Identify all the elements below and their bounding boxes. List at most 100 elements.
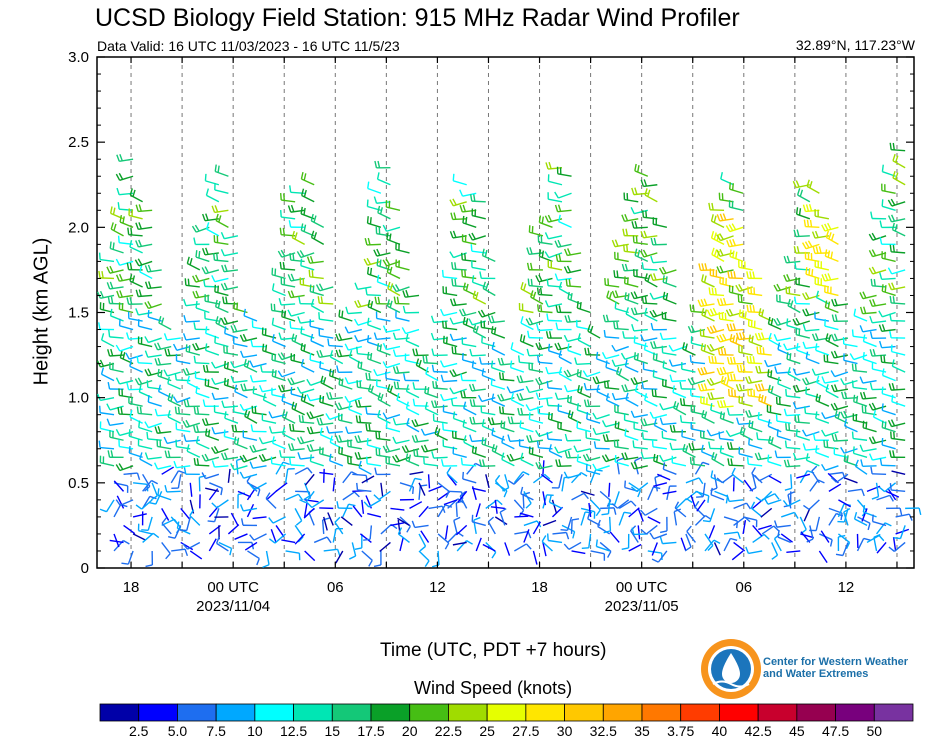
wind-barb (281, 539, 296, 544)
wind-barb (551, 506, 564, 518)
wind-barb (270, 303, 286, 314)
wind-barb (731, 550, 744, 561)
wind-barb (201, 472, 220, 480)
wind-barb (704, 539, 721, 552)
wind-barb (662, 462, 677, 475)
wind-barb (729, 249, 744, 263)
wind-barb (780, 533, 793, 543)
wind-barb (344, 377, 362, 385)
wind-barb (329, 435, 344, 450)
wind-barb (405, 401, 420, 416)
wind-barb (272, 436, 286, 450)
wind-barb (557, 421, 572, 433)
wind-barb (463, 401, 477, 416)
wind-barb (642, 210, 658, 220)
wind-barb (507, 473, 525, 485)
wind-barb (726, 408, 744, 416)
wind-barb (262, 343, 277, 356)
wind-barb (727, 270, 744, 280)
wind-barb (727, 388, 744, 399)
wind-barb (210, 361, 229, 369)
wind-barb (833, 447, 849, 458)
wind-barb (518, 302, 534, 314)
wind-barb (444, 525, 449, 540)
wind-barb (802, 323, 820, 332)
wind-barb (659, 454, 677, 462)
wind-barb (237, 490, 252, 498)
wind-barb (300, 258, 315, 271)
wind-barb (183, 314, 200, 323)
wind-barb (291, 401, 305, 416)
wind-barb (633, 352, 649, 365)
wind-barb (625, 392, 639, 407)
wind-barb (554, 191, 572, 199)
wind-barb (144, 368, 162, 377)
colorbar-label: 10 (247, 723, 263, 739)
wind-barb (570, 518, 580, 534)
wind-barb (144, 350, 162, 358)
wind-barb (431, 348, 448, 357)
wind-barb (547, 192, 563, 203)
wind-barb (819, 533, 833, 547)
x-tick-label: 18 (531, 579, 548, 596)
wind-barb (821, 273, 839, 282)
wind-barb (552, 531, 570, 540)
wind-barb (261, 413, 277, 424)
wind-barb (115, 377, 134, 385)
wind-barb (871, 482, 880, 500)
wind-barb (640, 451, 658, 460)
wind-barb (621, 263, 639, 272)
wind-barb (752, 533, 770, 544)
wind-barb (595, 539, 610, 552)
wind-barb (482, 543, 496, 552)
wind-barb (548, 444, 563, 458)
wind-barb (323, 548, 341, 557)
wind-barb (393, 296, 410, 305)
wind-barb (701, 308, 715, 322)
wind-barb (215, 316, 229, 331)
wind-barb (747, 319, 763, 331)
wind-barb (223, 360, 239, 373)
wind-barb (700, 343, 715, 356)
wind-barb (637, 508, 644, 522)
wind-barb (161, 466, 175, 475)
wind-barb (127, 311, 143, 322)
plot-frame (96, 56, 915, 569)
wind-barb (632, 235, 648, 246)
wind-barb (144, 281, 162, 290)
wind-barb (544, 232, 563, 240)
wind-barb (599, 541, 612, 558)
wind-barb (132, 513, 147, 518)
wind-barb (135, 222, 153, 231)
wind-barb (100, 333, 115, 348)
colorbar-label: 22.5 (435, 723, 462, 739)
wind-barb (785, 423, 801, 433)
wind-barb (643, 342, 658, 356)
wind-barb (600, 507, 617, 515)
wind-barb (452, 446, 467, 458)
wind-barb (815, 393, 830, 407)
wind-barb (437, 504, 453, 518)
wind-barb (118, 388, 134, 399)
wind-barb (811, 368, 830, 376)
wind-barb (535, 377, 553, 386)
wind-barb (214, 164, 229, 177)
wind-barb (449, 333, 467, 342)
wind-barb (231, 424, 248, 433)
wind-barb (541, 535, 553, 552)
wind-barb (773, 520, 791, 528)
wind-barb (889, 142, 906, 152)
wind-barb (581, 533, 592, 550)
wind-barb (494, 516, 508, 526)
wind-barb (129, 359, 143, 373)
wind-barb (365, 372, 381, 382)
wind-barb (611, 499, 630, 509)
wind-barb (824, 249, 839, 263)
wind-barb (587, 324, 601, 339)
wind-barb (862, 505, 877, 518)
wind-barb (479, 271, 496, 280)
wind-barb (210, 446, 229, 455)
colorbar-swatch (99, 703, 140, 722)
wind-barb (168, 525, 182, 539)
wind-barb (689, 457, 706, 467)
